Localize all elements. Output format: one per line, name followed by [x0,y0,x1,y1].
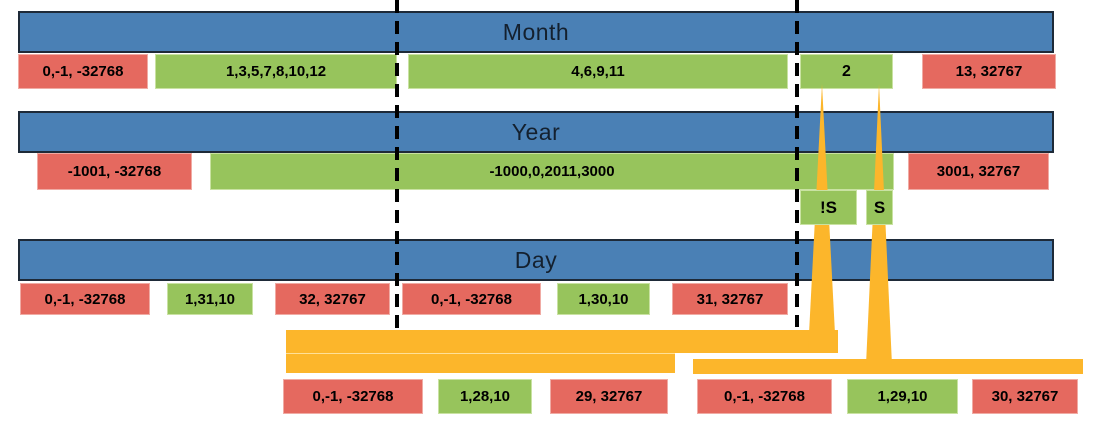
year-nonleap-box: !S [800,190,857,225]
year-title: Year [511,118,561,145]
day-title: Day [514,246,558,273]
year-class-valid: -1000,0,2011,3000 [210,153,894,190]
feb-nonleap-invalid-low: 0,-1, -32768 [283,379,423,414]
feb-leap-rail [693,359,1083,374]
feb-nonleap-rail-lower [286,353,675,373]
day31-class-invalid-low: 0,-1, -32768 [20,283,150,315]
year-class-invalid-low: -1001, -32768 [37,153,192,190]
month-class-30-day-months: 4,6,9,11 [408,54,788,89]
month-class-invalid-high: 13, 32767 [922,54,1056,89]
boundary-dashed-line-right [795,0,799,327]
month-title: Month [502,18,570,45]
feb-leap-invalid-low: 0,-1, -32768 [697,379,832,414]
month-class-invalid-low: 0,-1, -32768 [18,54,148,89]
day-range-bar: Day [18,239,1054,281]
feb-nonleap-invalid-high: 29, 32767 [550,379,668,414]
month-class-february: 2 [800,54,893,89]
day30-class-invalid-low: 0,-1, -32768 [402,283,541,315]
boundary-dashed-line-left [395,0,399,331]
day31-class-valid: 1,31,10 [167,283,253,315]
day30-class-valid: 1,30,10 [557,283,650,315]
day30-class-invalid-high: 31, 32767 [672,283,788,315]
year-class-invalid-high: 3001, 32767 [908,153,1049,190]
month-class-31-day-months: 1,3,5,7,8,10,12 [155,54,397,89]
month-range-bar: Month [18,11,1054,53]
day31-class-invalid-high: 32, 32767 [275,283,390,315]
feb-leap-valid: 1,29,10 [847,379,958,414]
feb-nonleap-rail-upper [286,330,838,353]
year-leap-box: S [866,190,893,225]
year-range-bar: Year [18,111,1054,153]
feb-nonleap-valid: 1,28,10 [438,379,532,414]
feb-leap-invalid-high: 30, 32767 [972,379,1078,414]
